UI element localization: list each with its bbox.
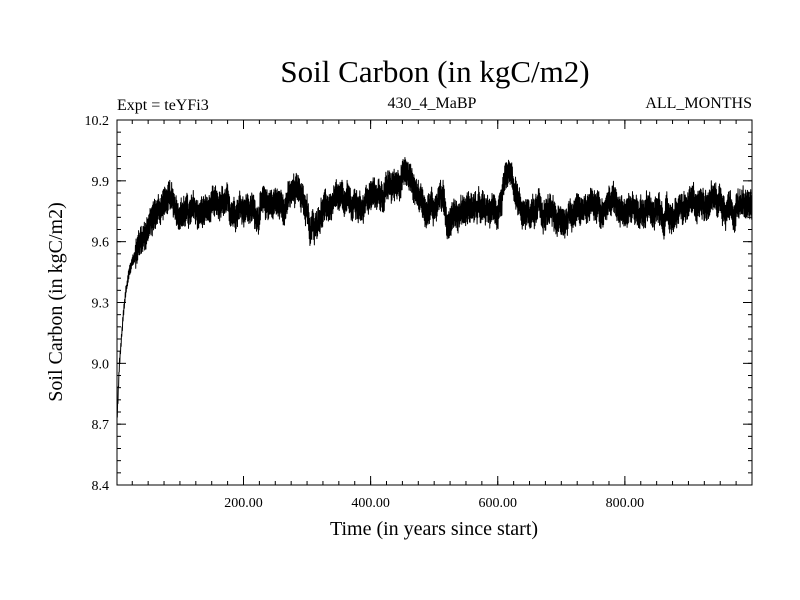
y-tick-label: 9.3 — [92, 297, 110, 312]
y-tick-label: 8.4 — [92, 479, 110, 494]
soil-carbon-line — [116, 157, 753, 418]
experiment-label: Expt = teYFi3 — [117, 97, 209, 114]
x-axis-label: Time (in years since start) — [330, 518, 538, 540]
y-tick-label: 8.7 — [92, 418, 110, 433]
plot-frame — [116, 119, 753, 486]
months-label: ALL_MONTHS — [645, 95, 752, 112]
plot-series — [116, 157, 753, 418]
period-label: 430_4_MaBP — [388, 95, 477, 112]
axis-ticks — [117, 119, 752, 486]
y-tick-label: 10.2 — [85, 114, 110, 129]
x-tick-label: 200.00 — [224, 496, 263, 511]
y-tick-label: 9.9 — [92, 175, 110, 190]
x-tick-label: 600.00 — [478, 496, 517, 511]
x-tick-label: 400.00 — [351, 496, 390, 511]
y-axis-label: Soil Carbon (in kgC/m2) — [45, 202, 67, 401]
x-tick-label: 800.00 — [606, 496, 645, 511]
chart-title: Soil Carbon (in kgC/m2) — [280, 54, 589, 89]
y-tick-label: 9.0 — [92, 357, 110, 372]
y-tick-label: 9.6 — [92, 236, 110, 251]
tick-labels: 8.4 8.7 9.0 9.3 9.6 9.9 10.2 200.00 400.00 600.00… — [85, 114, 645, 511]
